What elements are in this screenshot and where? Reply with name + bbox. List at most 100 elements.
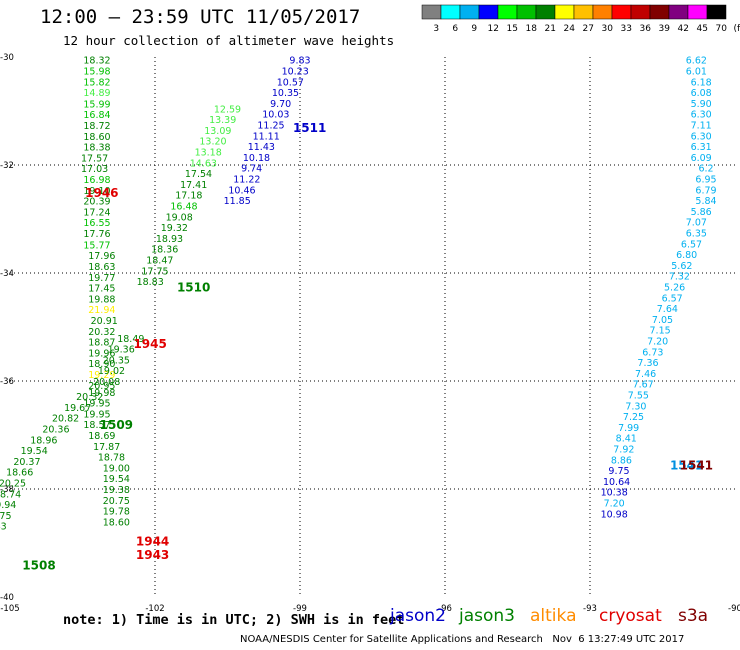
wave-height-value: 19.29	[88, 370, 115, 381]
wave-height-value: 15.82	[83, 77, 110, 88]
x-tick-label: -102	[145, 604, 164, 614]
x-tick-label: -93	[583, 604, 597, 614]
pass-number-label: 1511	[293, 121, 326, 135]
wave-height-value: 20.32	[76, 392, 103, 403]
wave-height-value: 20.08	[93, 377, 120, 388]
wave-height-value: 17.57	[81, 153, 108, 164]
wave-height-value: 11.43	[248, 142, 275, 153]
wave-height-value: 19.78	[103, 507, 130, 518]
wave-height-value: 9.74	[241, 164, 262, 175]
pass-number-label: 1945	[133, 337, 166, 351]
wave-height-value: 19.67	[64, 403, 91, 414]
colorbar-swatch	[706, 4, 727, 20]
wave-height-value: 15.77	[83, 240, 110, 251]
wave-height-value: 5.84	[695, 196, 716, 207]
wave-height-value: 20.39	[83, 197, 110, 208]
y-tick-label: -36	[0, 377, 14, 387]
wave-height-value: 13.09	[204, 126, 231, 137]
chart-subtitle: 12 hour collection of altimeter wave hei…	[63, 33, 395, 48]
colorbar-label: 3	[433, 24, 439, 34]
wave-height-value: 11.11	[253, 131, 280, 142]
wave-height-value: 16.84	[83, 110, 110, 121]
y-tick-label: -32	[0, 161, 14, 171]
wave-height-value: 18.96	[30, 435, 57, 446]
wave-height-value: 17.41	[180, 180, 207, 191]
wave-height-value: 20.37	[13, 457, 40, 468]
colorbar-label: 33	[621, 24, 632, 34]
wave-height-value: 11.85	[224, 196, 251, 207]
x-tick-label: -99	[293, 604, 307, 614]
wave-height-value: 19.02	[98, 366, 125, 377]
wave-height-value: 19.96	[88, 348, 115, 359]
wave-height-value: 20.35	[103, 355, 130, 366]
wave-height-value: 18.36	[151, 245, 178, 256]
wave-height-value: 19.75	[0, 511, 12, 522]
wave-height-value: 6.95	[695, 175, 716, 186]
wave-height-value: 10.23	[282, 67, 309, 78]
wave-height-value: 20.95	[88, 381, 115, 392]
wave-height-value: 17.75	[141, 266, 168, 277]
wave-height-value: 13.20	[199, 137, 226, 148]
wave-height-value: 20.91	[91, 316, 118, 327]
wave-height-value: 19.54	[103, 474, 130, 485]
wave-height-value: 19.94	[0, 500, 16, 511]
wave-height-value: 7.64	[657, 304, 678, 315]
wave-height-value: 18.47	[146, 256, 173, 267]
wave-height-value: 7.15	[650, 326, 671, 337]
wave-height-value: 6.57	[681, 239, 702, 250]
wave-height-value: 7.55	[628, 391, 649, 402]
chart-title: 12:00 – 23:59 UTC 11/05/2017	[40, 6, 361, 28]
wave-height-value: 7.36	[637, 358, 658, 369]
wave-height-value: 7.32	[669, 272, 690, 283]
wave-height-value: 14.63	[190, 158, 217, 169]
wave-height-value: 19.43	[0, 522, 7, 533]
colorbar-label: 24	[564, 24, 576, 34]
wave-height-value: 18.66	[6, 468, 33, 479]
wave-height-value: 14.89	[83, 88, 110, 99]
colorbar-label: 39	[659, 24, 671, 34]
wave-height-value: 19.95	[83, 399, 110, 410]
wave-height-value: 21.94	[88, 305, 115, 316]
colorbar-label: 27	[583, 24, 594, 34]
wave-height-value: 20.75	[103, 496, 130, 507]
wave-height-value: 19.36	[108, 345, 135, 356]
wave-height-value: 18.49	[117, 334, 144, 345]
colorbar-label: 70	[716, 24, 728, 34]
wave-height-value: 6.30	[691, 131, 712, 142]
pass-number-label: 1508	[22, 559, 55, 573]
wave-height-value: 19.77	[88, 273, 115, 284]
wave-height-value: 18.74	[0, 489, 21, 500]
wave-height-value: 17.87	[93, 442, 120, 453]
x-tick-label: -105	[0, 604, 19, 614]
wave-height-value: 19.88	[88, 294, 115, 305]
y-tick-label: -34	[0, 269, 14, 279]
wave-height-value: 5.86	[691, 207, 712, 218]
legend-cryosat: cryosat	[599, 606, 662, 626]
wave-height-value: 18.72	[83, 121, 110, 132]
wave-height-value: 17.76	[83, 229, 110, 240]
wave-height-value: 6.79	[695, 185, 716, 196]
wave-height-value: 6.08	[691, 88, 712, 99]
wave-height-value: 15.99	[83, 99, 110, 110]
wave-height-value: 7.20	[604, 499, 625, 510]
footer-note: note: 1) Time is in UTC; 2) SWH is in fe…	[63, 612, 405, 628]
wave-height-value: 10.03	[262, 110, 289, 121]
wave-height-value: 17.24	[83, 207, 110, 218]
wave-height-value: 15.98	[83, 67, 110, 78]
wave-height-value: 6.30	[691, 110, 712, 121]
colorbar-label: 36	[640, 24, 652, 34]
wave-height-value: 8.86	[611, 455, 632, 466]
wave-height-value: 19.95	[83, 409, 110, 420]
legend-altika: altika	[530, 606, 577, 626]
wave-height-value: 9.75	[608, 466, 629, 477]
wave-height-value: 6.57	[662, 293, 683, 304]
wave-height-value: 6.18	[691, 77, 712, 88]
wave-height-value: 18.93	[156, 234, 183, 245]
wave-height-value: 18.83	[137, 277, 164, 288]
wave-height-value: 17.18	[175, 191, 202, 202]
wave-height-value: 7.92	[613, 445, 634, 456]
y-tick-label: -40	[0, 593, 14, 603]
wave-height-value: 9.70	[270, 99, 291, 110]
wave-height-value: 17.45	[88, 284, 115, 295]
